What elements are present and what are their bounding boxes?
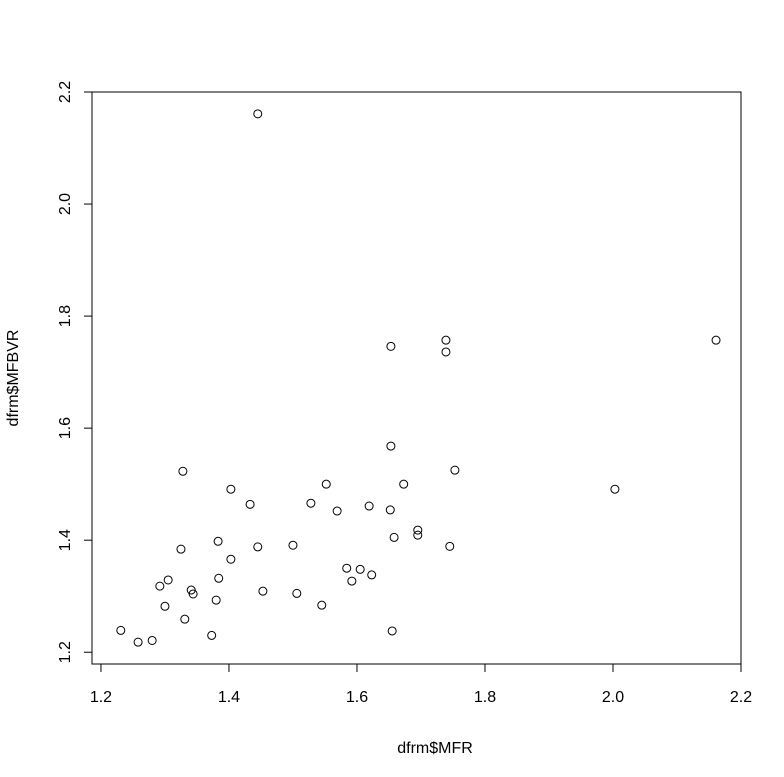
x-tick-label: 1.8 bbox=[474, 689, 496, 706]
point bbox=[214, 573, 224, 583]
point bbox=[288, 540, 298, 550]
point bbox=[306, 498, 316, 508]
point bbox=[399, 479, 409, 489]
point bbox=[258, 586, 268, 596]
point bbox=[610, 484, 620, 494]
x-axis-label: dfrm$MFR bbox=[397, 740, 473, 757]
point bbox=[450, 465, 460, 475]
y-axis-label: dfrm$MFBVR bbox=[5, 330, 22, 427]
x-tick-label: 1.4 bbox=[218, 689, 240, 706]
point bbox=[332, 506, 342, 516]
point bbox=[386, 341, 396, 351]
x-tick-label: 2.0 bbox=[602, 689, 624, 706]
point bbox=[213, 536, 223, 546]
point bbox=[389, 532, 399, 542]
point bbox=[160, 601, 170, 611]
point bbox=[367, 570, 377, 580]
point bbox=[116, 625, 126, 635]
point bbox=[226, 554, 236, 564]
point bbox=[441, 335, 451, 345]
point bbox=[226, 484, 236, 494]
point bbox=[178, 466, 188, 476]
y-tick-label: 1.4 bbox=[57, 529, 74, 551]
point bbox=[155, 581, 165, 591]
point bbox=[188, 589, 198, 599]
y-tick-label: 1.6 bbox=[57, 417, 74, 439]
point bbox=[211, 595, 221, 605]
point bbox=[355, 564, 365, 574]
point bbox=[385, 505, 395, 515]
y-tick-label: 2.2 bbox=[57, 81, 74, 103]
point bbox=[347, 576, 357, 586]
point bbox=[317, 600, 327, 610]
point bbox=[253, 109, 263, 119]
x-tick-label: 1.6 bbox=[346, 689, 368, 706]
point bbox=[445, 541, 455, 551]
point bbox=[711, 335, 721, 345]
point bbox=[413, 525, 423, 535]
plot-frame bbox=[91, 91, 742, 665]
x-tick-label: 1.2 bbox=[90, 689, 112, 706]
point bbox=[176, 544, 186, 554]
point bbox=[245, 499, 255, 509]
point bbox=[342, 563, 352, 573]
point bbox=[163, 575, 173, 585]
point bbox=[441, 347, 451, 357]
point bbox=[180, 614, 190, 624]
point bbox=[207, 630, 217, 640]
point bbox=[147, 635, 157, 645]
point bbox=[413, 530, 423, 540]
y-tick-label: 2.0 bbox=[57, 193, 74, 215]
point bbox=[133, 637, 143, 647]
point bbox=[387, 626, 397, 636]
point bbox=[364, 501, 374, 511]
y-tick-label: 1.2 bbox=[57, 641, 74, 663]
point bbox=[292, 588, 302, 598]
point bbox=[321, 479, 331, 489]
y-tick-label: 1.8 bbox=[57, 305, 74, 327]
point bbox=[253, 542, 263, 552]
x-tick-label: 2.2 bbox=[730, 689, 752, 706]
point bbox=[386, 441, 396, 451]
